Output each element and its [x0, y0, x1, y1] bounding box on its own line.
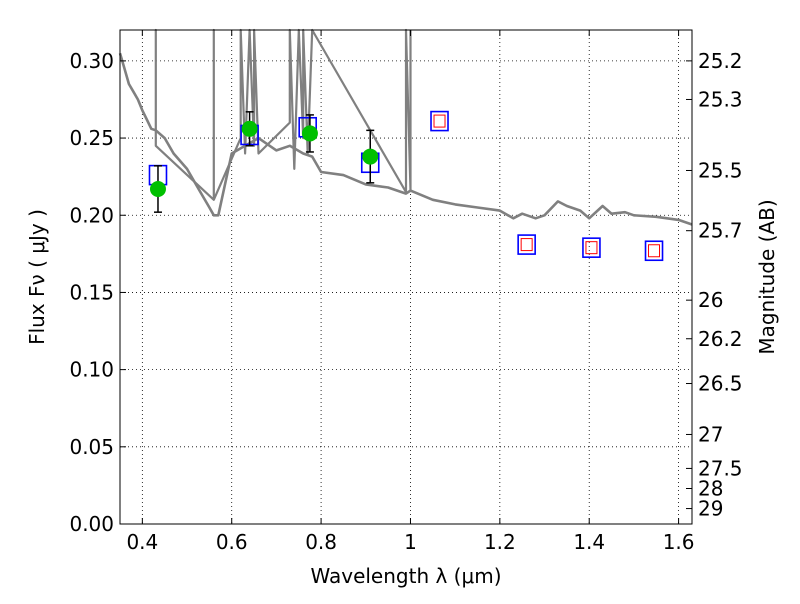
- y-tick-label: 0.20: [69, 203, 114, 227]
- observed-flux-point: [241, 120, 258, 137]
- y2-tick-label: 26.2: [698, 327, 743, 351]
- y2-tick-label: 25.5: [698, 158, 743, 182]
- y2-axis-label: Magnitude (AB): [755, 199, 779, 354]
- model-layer: [118, 28, 693, 226]
- x-tick-label: 0.6: [216, 530, 248, 554]
- model-emission-spike: [154, 28, 412, 201]
- y2-tick-label: 26.5: [698, 372, 743, 396]
- nondetection-box: [520, 238, 533, 252]
- observed-flux-point: [301, 125, 318, 142]
- y-tick-label: 0.10: [69, 358, 114, 382]
- x-tick-label: 0.8: [305, 530, 337, 554]
- model-flux-box: [644, 240, 664, 262]
- y2-tick-label: 27: [698, 422, 723, 446]
- y-axis-label: Flux Fν ( μJy ): [25, 209, 49, 345]
- y-tick-label: 0.25: [69, 126, 114, 150]
- tick-layer: 0.4 0.6 0.8 1 1.2 1.4 1.6 0.00 0.05 0.10 0.15 0.20 0…: [69, 30, 743, 554]
- x-tick-label: 1.2: [484, 530, 516, 554]
- y-tick-label: 0.30: [69, 49, 114, 73]
- x-tick-label: 1.4: [573, 530, 605, 554]
- model-flux-box: [430, 110, 449, 132]
- model-flux-box: [582, 237, 601, 258]
- model-flux-box: [517, 234, 536, 255]
- y-tick-label: 0.15: [69, 280, 114, 304]
- observed-flux-point: [362, 148, 379, 165]
- y2-tick-label: 29: [698, 497, 723, 521]
- x-tick-label: 1.6: [663, 530, 695, 554]
- x-tick-label: 1: [404, 530, 417, 554]
- nondetection-box: [648, 244, 661, 258]
- y2-tick-label: 25.2: [698, 49, 743, 73]
- x-tick-label: 0.4: [126, 530, 158, 554]
- observed-flux-point: [149, 181, 166, 198]
- y2-tick-label: 26: [698, 288, 723, 312]
- y2-tick-label: 28: [698, 476, 723, 500]
- marker-layer: [148, 110, 664, 262]
- plot-frame: [119, 29, 693, 525]
- x-axis-label: Wavelength λ (μm): [310, 564, 501, 588]
- y2-tick-label: 27.5: [698, 456, 743, 480]
- y-tick-label: 0.00: [69, 512, 114, 536]
- nondetection-box: [585, 241, 598, 255]
- y-tick-label: 0.05: [69, 435, 114, 459]
- y2-tick-label: 25.3: [698, 87, 743, 111]
- nondetection-box: [433, 114, 446, 128]
- y2-tick-label: 25.7: [698, 219, 743, 243]
